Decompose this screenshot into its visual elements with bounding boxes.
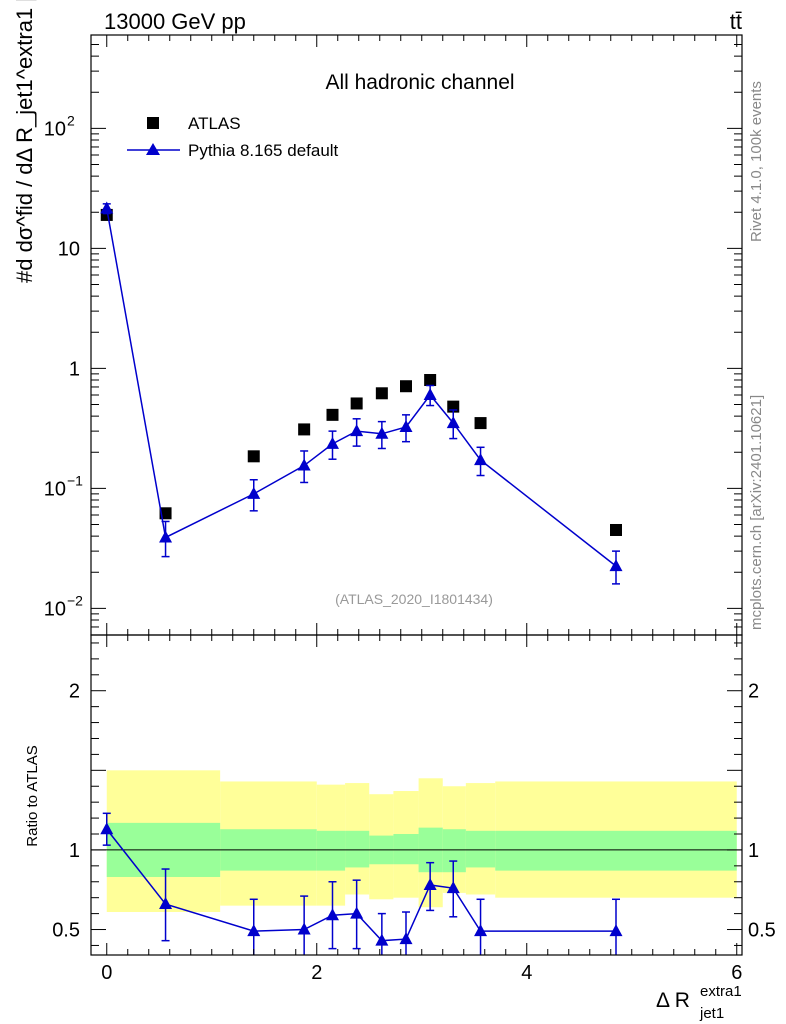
- ratio-point: [297, 922, 311, 935]
- x-axis-label-main: Δ R: [656, 989, 690, 1012]
- band-inner-8: [442, 829, 466, 873]
- ratio-series: [100, 812, 623, 955]
- main-y-axis-label: #d dσ^fid / dΔ R_jet1^extra1 [pb]: [12, 0, 37, 283]
- atlas-point: [610, 523, 622, 536]
- chart-title: All hadronic channel: [325, 71, 514, 94]
- ratio-point: [609, 924, 623, 937]
- legend-label-atlas: ATLAS: [188, 114, 241, 133]
- process-label: tt̄: [730, 9, 742, 34]
- main-y-tick-label: 10: [44, 598, 66, 620]
- ratio-point: [100, 822, 114, 835]
- atlas-point: [350, 397, 363, 410]
- mc-point: [446, 416, 460, 429]
- mcplots-credit-text: mcplots.cern.ch [arXiv:2401.10621]: [748, 395, 765, 630]
- ratio-point: [159, 897, 173, 910]
- mc-point: [609, 559, 623, 572]
- ratio-y-tick-label-right: 0.5: [748, 920, 776, 942]
- atlas-point: [247, 450, 260, 463]
- ratio-y-tick-label: 0.5: [52, 920, 80, 942]
- ratio-point: [446, 881, 460, 894]
- main-series: [100, 201, 623, 585]
- mc-line: [106, 208, 617, 567]
- ratio-series-clipped: [100, 812, 623, 955]
- x-tick-label: 2: [311, 962, 322, 984]
- band-inner-3: [316, 830, 346, 871]
- ratio-point: [375, 933, 389, 946]
- x-axis-label-sup: extra1: [700, 983, 742, 1000]
- ratio-y-tick-label-right: 2: [748, 681, 759, 703]
- main-y-tick-label: 1: [69, 358, 80, 380]
- main-y-tick-exponent: 2: [67, 112, 75, 128]
- main-y-tick-exponent: −2: [67, 592, 83, 608]
- band-inner-4: [345, 830, 370, 868]
- mc-point: [100, 201, 114, 214]
- mc-point: [297, 458, 311, 471]
- atlas-point: [424, 374, 437, 387]
- x-axis-label-sub: jet1: [699, 1005, 724, 1022]
- main-y-tick-exponent: −1: [67, 472, 83, 488]
- ratio-y-tick-label: 1: [69, 840, 80, 862]
- mc-point: [375, 426, 389, 439]
- legend-marker-mc: [146, 143, 160, 155]
- mc-point: [350, 424, 364, 437]
- atlas-point: [474, 417, 487, 430]
- ratio-point: [423, 877, 437, 890]
- legend-marker-atlas: [147, 117, 159, 129]
- rivet-credit-text: Rivet 4.1.0, 100k events: [748, 81, 765, 242]
- x-tick-label: 0: [101, 962, 112, 984]
- band-inner-9: [465, 830, 496, 868]
- x-axis-label: Δ R extra1 jet1: [656, 983, 742, 1022]
- main-y-axis-label-text: #d dσ^fid / dΔ R_jet1^extra1 [pb]: [12, 0, 37, 283]
- legend-label-mc: Pythia 8.165 default: [188, 141, 339, 160]
- atlas-point: [375, 387, 388, 400]
- ratio-y-axis-label-text: Ratio to ATLAS: [24, 745, 41, 846]
- mc-point: [247, 486, 261, 499]
- ratio-line: [106, 828, 616, 942]
- atlas-point: [298, 423, 311, 436]
- ratio-point: [399, 932, 413, 945]
- ratio-point: [350, 906, 364, 919]
- band-inner-6: [393, 834, 419, 865]
- ratio-y-tick-label: 2: [69, 681, 80, 703]
- atlas-point: [400, 380, 412, 393]
- x-tick-label: 4: [521, 962, 532, 984]
- atlas-point: [159, 507, 172, 520]
- ratio-y-tick-label-right: 1: [748, 840, 759, 862]
- rivet-credit: Rivet 4.1.0, 100k events: [748, 81, 765, 242]
- ratio-frame: [90, 634, 743, 956]
- mc-point: [474, 453, 488, 466]
- ratio-uncertainty-bands: [91, 770, 742, 913]
- ratio-point: [247, 924, 261, 937]
- mc-point: [399, 419, 413, 432]
- main-y-tick-label: 10: [44, 478, 66, 500]
- mc-point: [159, 530, 173, 543]
- analysis-tag: (ATLAS_2020_I1801434): [335, 591, 493, 607]
- atlas-point: [326, 408, 339, 421]
- mc-point: [423, 388, 437, 400]
- ratio-point: [474, 924, 488, 937]
- x-tick-label: 6: [731, 962, 742, 984]
- legend: ATLAS Pythia 8.165 default: [127, 114, 339, 160]
- main-y-tick-label: 10: [58, 238, 80, 260]
- mc-point: [326, 436, 339, 449]
- band-inner-10: [495, 830, 737, 871]
- main-y-tick-label: 10: [44, 118, 66, 140]
- mcplots-credit: mcplots.cern.ch [arXiv:2401.10621]: [748, 395, 765, 630]
- ratio-point: [326, 908, 339, 921]
- ratio-y-axis-label: Ratio to ATLAS: [24, 745, 41, 846]
- energy-label: 13000 GeV pp: [104, 9, 246, 34]
